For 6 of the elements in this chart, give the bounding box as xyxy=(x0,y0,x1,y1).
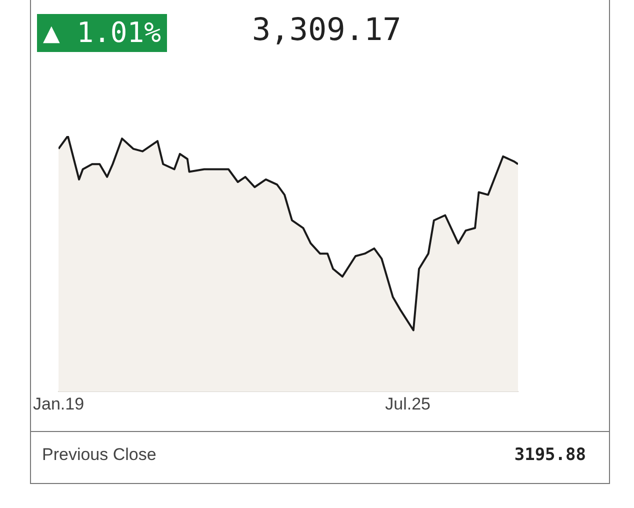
x-tick-label: Jan.19 xyxy=(32,394,84,414)
x-tick-label: Jul.25 xyxy=(385,394,430,414)
text: 3,309.17 xyxy=(252,12,402,48)
text: 3195.88 xyxy=(514,445,586,465)
text: Previous Close xyxy=(42,445,156,465)
text: ▲ 1.01% xyxy=(37,14,168,52)
